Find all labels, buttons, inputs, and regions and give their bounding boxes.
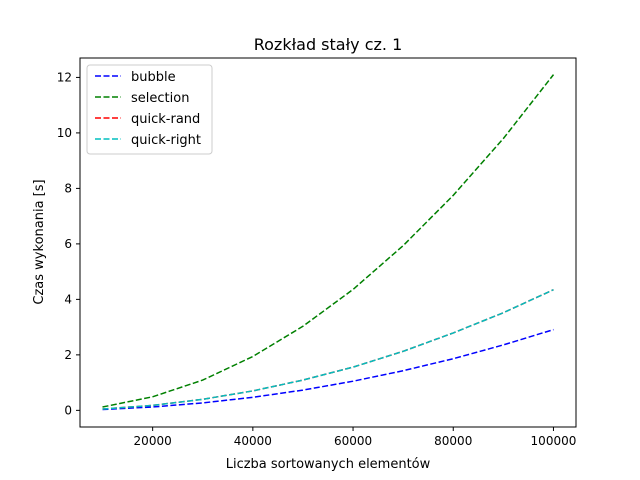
x-tick-label: 20000	[134, 434, 172, 448]
series-line-bubble	[102, 328, 554, 411]
legend-label-quick-right: quick-right	[131, 133, 201, 148]
x-tick-label: 40000	[234, 434, 272, 448]
legend: bubble selection quick-rand quick-right	[86, 64, 213, 155]
y-tick-label: 6	[64, 237, 72, 251]
series-line-selection	[102, 74, 555, 408]
x-axis-label: Liczba sortowanych elementów	[226, 457, 431, 472]
chart-title: Rozkład stały cz. 1	[254, 35, 403, 54]
y-tick-label: 8	[64, 181, 72, 195]
y-tick-label: 10	[57, 126, 72, 140]
legend-label-bubble: bubble	[131, 70, 176, 85]
x-tick-label: 100000	[531, 434, 577, 448]
plot-area	[79, 57, 577, 428]
y-tick-label: 12	[57, 70, 72, 84]
y-axis-label: Czas wykonania [s]	[32, 179, 47, 304]
series-line-quick-right	[102, 289, 554, 410]
y-tick-label: 0	[64, 403, 72, 417]
y-tick-label: 4	[64, 292, 72, 306]
y-tick-label: 2	[64, 348, 72, 362]
x-tick-label: 80000	[434, 434, 472, 448]
axes-frame	[79, 57, 577, 428]
series-lines	[102, 74, 555, 411]
x-axis-ticks: 20000 40000 60000 80000 100000	[134, 427, 577, 448]
x-tick-label: 60000	[334, 434, 372, 448]
y-axis-ticks: 0 2 4 6 8 10 12	[57, 70, 80, 417]
legend-box	[86, 64, 213, 155]
legend-label-quick-rand: quick-rand	[131, 112, 200, 127]
legend-label-selection: selection	[131, 91, 189, 106]
